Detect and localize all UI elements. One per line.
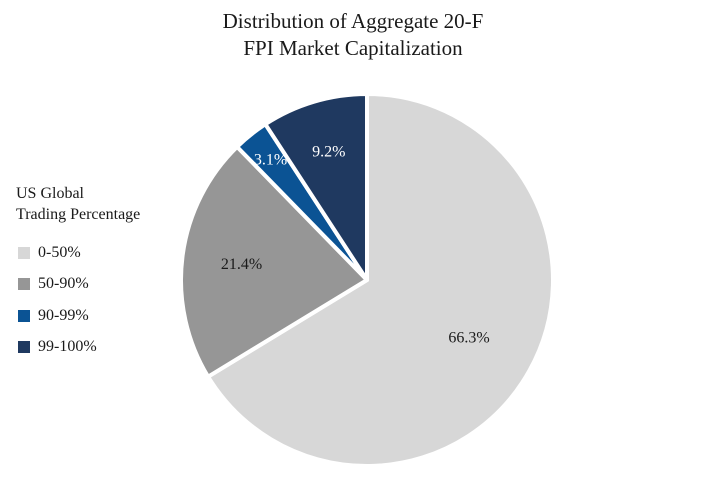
legend-title-line-2: Trading Percentage xyxy=(16,206,141,223)
legend-swatch-99-100 xyxy=(18,341,30,354)
legend-swatch-50-90 xyxy=(18,278,30,291)
legend-title-line-1: US Global xyxy=(16,185,84,202)
legend-item-0-50: 0-50% xyxy=(16,237,140,269)
legend-label-50-90: 50-90% xyxy=(38,275,89,293)
chart-title: Distribution of Aggregate 20-F FPI Marke… xyxy=(0,8,706,62)
slice-value-label-0-50: 66.3% xyxy=(448,329,489,346)
legend-swatch-90-99 xyxy=(18,309,30,322)
legend-item-50-90: 50-90% xyxy=(16,269,140,301)
pie-slice-0-50 xyxy=(206,92,555,468)
slice-value-label-50-90: 21.4% xyxy=(221,256,262,273)
legend-swatch-0-50 xyxy=(18,246,30,259)
chart-title-line-2: FPI Market Capitalization xyxy=(243,36,463,60)
legend: US Global Trading Percentage 0-50% 50-90… xyxy=(16,183,140,363)
slice-value-label-99-100: 9.2% xyxy=(312,144,345,161)
pie-slice-50-90 xyxy=(179,144,369,379)
pie-slice-99-100 xyxy=(263,92,369,282)
legend-label-90-99: 90-99% xyxy=(38,306,89,324)
legend-item-90-99: 90-99% xyxy=(16,300,140,332)
chart-title-line-1: Distribution of Aggregate 20-F xyxy=(222,9,484,33)
legend-item-99-100: 99-100% xyxy=(16,332,140,364)
slice-value-label-90-99: 3.1% xyxy=(254,152,287,169)
legend-label-99-100: 99-100% xyxy=(38,338,97,356)
legend-label-0-50: 0-50% xyxy=(38,243,81,261)
legend-title: US Global Trading Percentage xyxy=(16,183,140,225)
